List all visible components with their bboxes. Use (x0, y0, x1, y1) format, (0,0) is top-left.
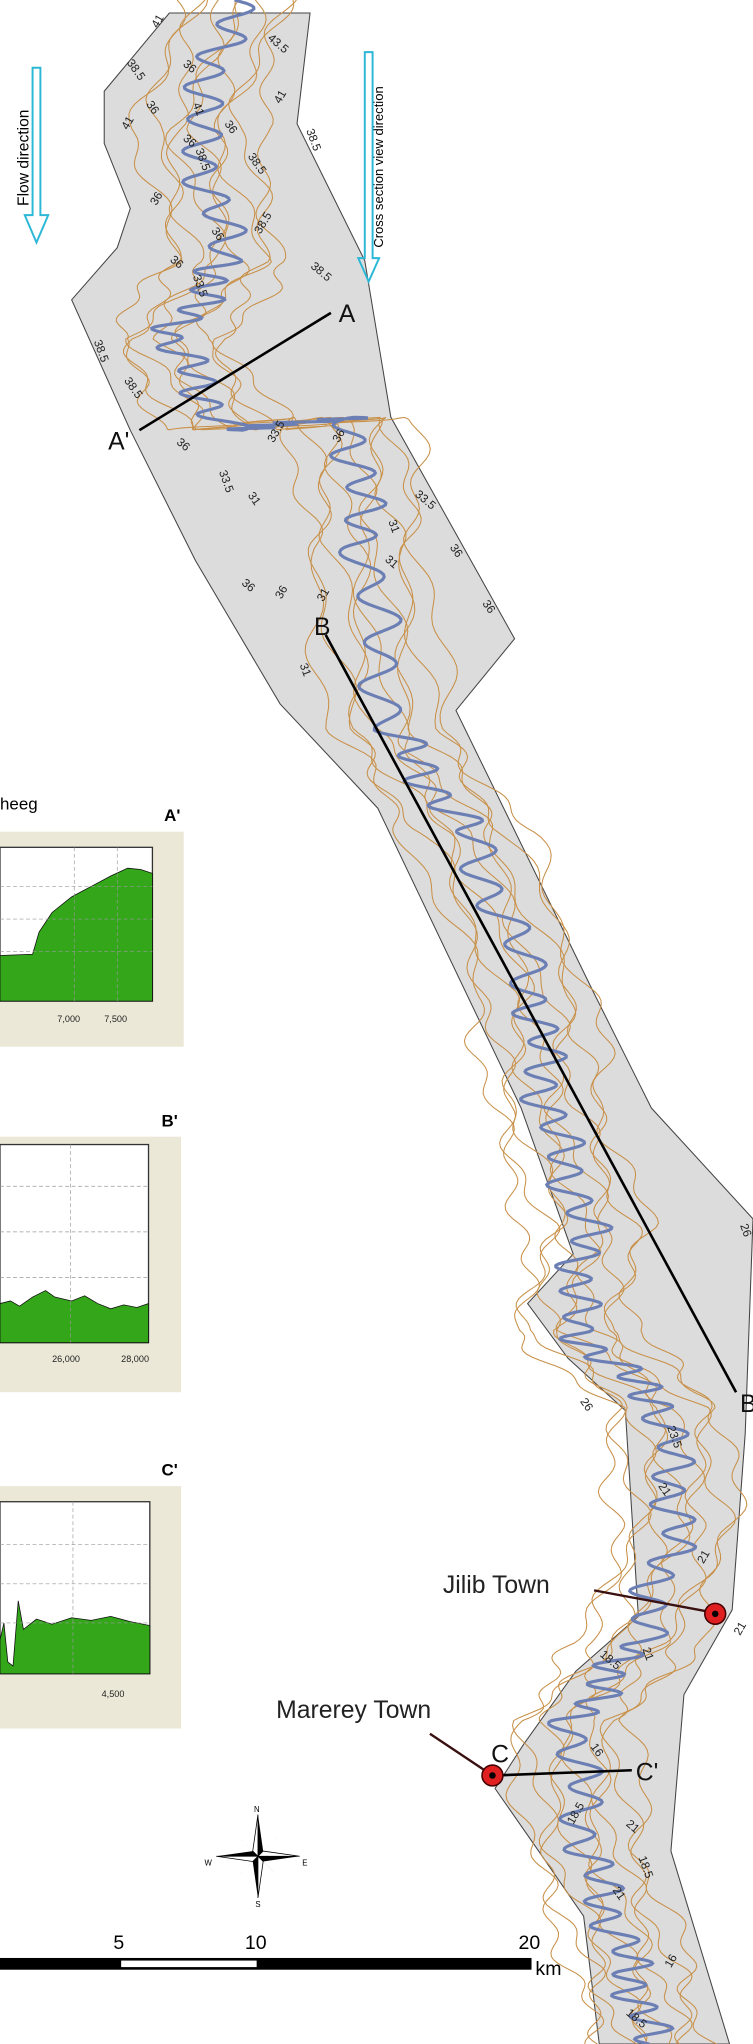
scale-tick: 5 (113, 1932, 124, 1954)
compass (216, 1815, 299, 1898)
scale-unit: km (535, 1958, 561, 1980)
profile-tick: 28,000 (121, 1354, 149, 1364)
town-marker-dot (489, 1772, 496, 1779)
compass-label: N (254, 1805, 260, 1814)
compass-label: S (255, 1900, 260, 1909)
contour-label: 26 (577, 1396, 595, 1414)
compass-label: W (205, 1858, 213, 1867)
cross-section-direction-label: Cross section view direction (371, 86, 386, 247)
profile-end-label: B' (162, 1111, 178, 1130)
profile-title: heeg (0, 795, 38, 814)
section-label: A (339, 301, 356, 328)
leader-line (430, 1734, 485, 1771)
section-label: A' (108, 429, 129, 456)
compass-label: E (302, 1858, 307, 1867)
town-label: Jilib Town (443, 1572, 550, 1599)
flow-direction-label: Flow direction (16, 110, 33, 206)
scale-tick: 10 (245, 1932, 267, 1954)
town-label: Marerey Town (276, 1697, 431, 1724)
section-label: B' (740, 1391, 753, 1418)
town-marker-dot (712, 1611, 719, 1618)
profile-tick: 4,500 (102, 1689, 125, 1699)
section-label: B (314, 614, 331, 641)
contour-label: 21 (731, 1620, 749, 1638)
profile-tick: 7,000 (57, 1014, 80, 1024)
scale-bar (0, 1958, 532, 1970)
profile-tick: 7,500 (104, 1014, 127, 1024)
scale-bar-segment (121, 1961, 256, 1968)
section-line (326, 635, 736, 1392)
profile-end-label: A' (164, 806, 180, 825)
page: {"labels": {"flow_direction": "Flow dire… (0, 0, 753, 2044)
profile-tick: 26,000 (52, 1354, 80, 1364)
map-figure: 38.541364136413638.5364143.538.538.53636… (0, 0, 753, 2044)
section-label: C' (636, 1760, 659, 1787)
scale-tick: 20 (519, 1932, 541, 1954)
profile-end-label: C' (162, 1461, 178, 1480)
